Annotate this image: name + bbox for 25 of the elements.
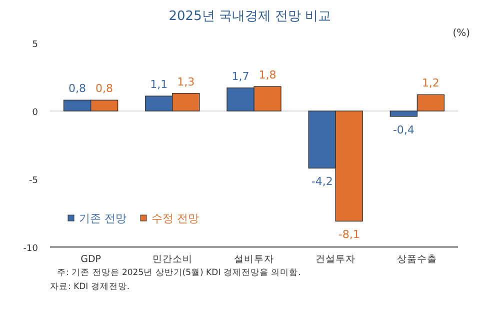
data-label: -4,2 xyxy=(311,175,333,188)
x-tick-label: 건설투자 xyxy=(316,254,356,265)
x-tick-label: 설비투자 xyxy=(234,254,274,265)
data-label: 1,1 xyxy=(150,78,168,92)
y-tick-label: 0 xyxy=(32,108,38,118)
data-label: 0,8 xyxy=(96,82,114,96)
text: 주: 기존 전망은 2025년 상반기(5월) KDI 경제전망을 의미함. xyxy=(57,268,301,278)
data-label: 1,8 xyxy=(258,68,276,82)
text: 자료: KDI 경제전망. xyxy=(50,282,130,292)
data-label: 1,2 xyxy=(422,76,440,90)
data-label: 1,3 xyxy=(177,75,195,88)
legend-label: 수정 전망 xyxy=(152,212,199,225)
x-tick-label: 민간소비 xyxy=(152,254,192,265)
text: (%) xyxy=(452,28,470,39)
data-label: -8,1 xyxy=(338,228,360,242)
y-tick-label: -10 xyxy=(23,244,38,254)
data-label: 0,8 xyxy=(68,82,86,96)
y-tick-label: 5 xyxy=(32,40,38,50)
x-tick-label: 상품수출 xyxy=(397,254,438,265)
x-tick-label: GDP xyxy=(80,254,102,265)
data-label: -0,4 xyxy=(392,123,414,136)
chart-title: 2025년 국내경제 전망 비교 xyxy=(168,9,332,24)
y-tick-label: -5 xyxy=(29,176,38,186)
legend-label: 기존 전망 xyxy=(79,212,126,225)
data-label: 1,7 xyxy=(232,70,250,83)
